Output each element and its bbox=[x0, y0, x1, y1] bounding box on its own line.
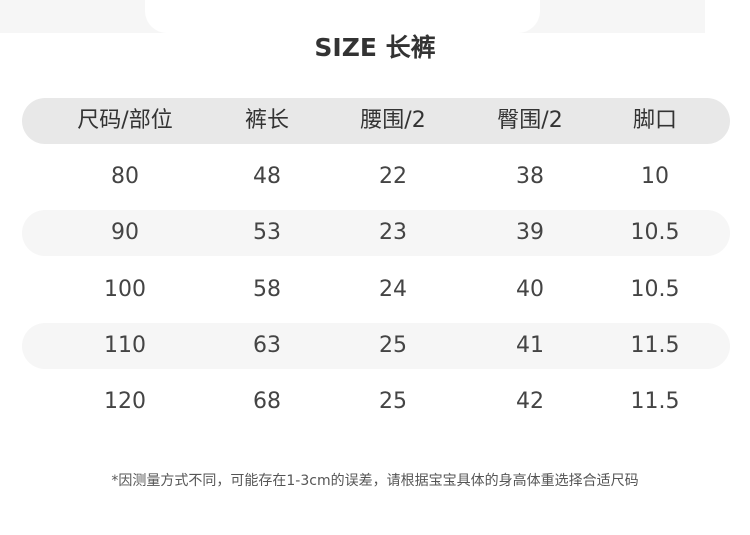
table-row: 100 58 24 40 10.5 bbox=[22, 267, 730, 313]
table-cell: 48 bbox=[253, 164, 281, 189]
table-cell: 24 bbox=[379, 277, 407, 302]
header-length: 裤长 bbox=[244, 108, 289, 133]
table-cell: 63 bbox=[253, 333, 281, 358]
table-row: 90 53 23 39 10.5 bbox=[22, 210, 730, 256]
table-cell: 39 bbox=[516, 220, 544, 245]
table-cell: 68 bbox=[253, 389, 281, 414]
measurement-note: *因测量方式不同，可能存在1-3cm的误差，请根据宝宝具体的身高体重选择合适尺码 bbox=[111, 473, 639, 489]
table-cell: 90 bbox=[111, 220, 139, 245]
page-title: SIZE 长裤 bbox=[314, 33, 436, 62]
table-cell: 53 bbox=[253, 220, 281, 245]
table-cell: 80 bbox=[111, 164, 139, 189]
table-cell: 38 bbox=[516, 164, 544, 189]
top-banner-card bbox=[145, 0, 540, 33]
table-cell: 58 bbox=[253, 277, 281, 302]
table-cell: 10 bbox=[641, 164, 669, 189]
table-cell: 100 bbox=[104, 277, 146, 302]
table-cell: 10.5 bbox=[630, 220, 680, 245]
table-cell: 23 bbox=[379, 220, 407, 245]
header-size: 尺码/部位 bbox=[77, 108, 173, 133]
table-cell: 25 bbox=[379, 389, 407, 414]
header-hip: 臀围/2 bbox=[497, 108, 563, 133]
table-cell: 42 bbox=[516, 389, 544, 414]
table-cell: 40 bbox=[516, 277, 544, 302]
table-row: 80 48 22 38 10 bbox=[22, 154, 730, 200]
table-row: 120 68 25 42 11.5 bbox=[22, 379, 730, 425]
header-leg-opening: 脚口 bbox=[632, 108, 677, 133]
header-waist: 腰围/2 bbox=[360, 108, 426, 133]
table-cell: 10.5 bbox=[630, 277, 680, 302]
table-cell: 110 bbox=[104, 333, 146, 358]
table-cell: 25 bbox=[379, 333, 407, 358]
table-row: 110 63 25 41 11.5 bbox=[22, 323, 730, 369]
table-cell: 11.5 bbox=[630, 333, 680, 358]
table-header-row: 尺码/部位 裤长 腰围/2 臀围/2 脚口 bbox=[22, 98, 730, 144]
table-cell: 11.5 bbox=[630, 389, 680, 414]
table-cell: 120 bbox=[104, 389, 146, 414]
table-cell: 22 bbox=[379, 164, 407, 189]
table-cell: 41 bbox=[516, 333, 544, 358]
